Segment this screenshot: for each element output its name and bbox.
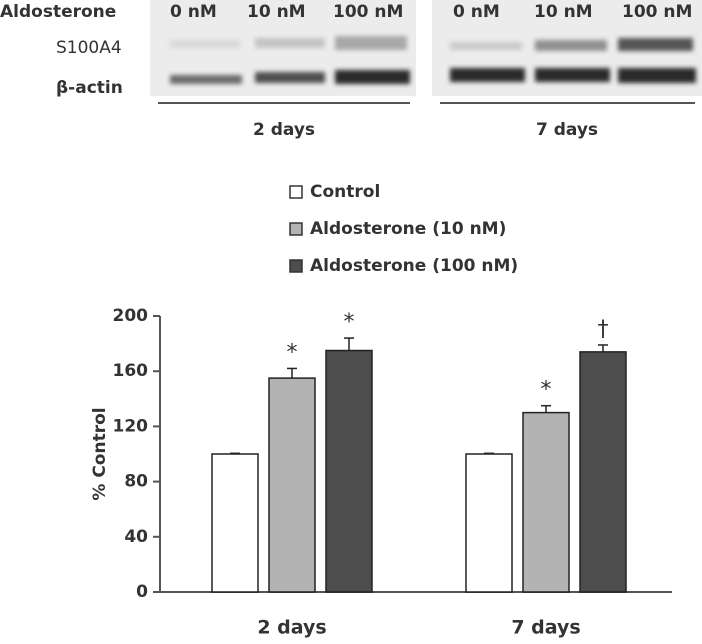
group-label: 2 days (253, 120, 315, 140)
significance-marker: † (598, 317, 609, 342)
blot-treatment: Aldosterone (0, 2, 116, 22)
row-label: S100A4 (56, 38, 122, 58)
y-tick-label: 80 (124, 472, 148, 492)
bar (522, 411, 570, 593)
bar (268, 377, 316, 593)
y-axis-label: % Control (90, 407, 110, 500)
lane-label: 100 nM (622, 2, 692, 22)
legend-label: Aldosterone (10 nM) (310, 219, 506, 239)
legend-label: Aldosterone (100 nM) (310, 256, 518, 276)
significance-marker: * (344, 310, 355, 335)
bar (325, 349, 373, 593)
lane-label: 100 nM (333, 2, 403, 22)
row-label: β-actin (56, 78, 123, 98)
lane-label: 10 nM (534, 2, 593, 22)
bar (465, 453, 513, 593)
y-tick-label: 0 (136, 582, 148, 602)
bar (579, 351, 627, 593)
significance-marker: * (541, 378, 552, 403)
lane-label: 0 nM (453, 2, 500, 22)
legend-swatch (289, 259, 303, 273)
lane-label: 10 nM (247, 2, 306, 22)
bar (211, 453, 259, 593)
legend-swatch (289, 222, 303, 236)
legend-label: Control (310, 182, 380, 202)
x-tick-label: 7 days (511, 617, 580, 639)
x-tick-label: 2 days (257, 617, 326, 639)
y-tick-label: 200 (113, 306, 149, 326)
y-tick-label: 40 (124, 527, 148, 547)
group-label: 7 days (536, 120, 598, 140)
legend-swatch (289, 185, 303, 199)
blot-bands (170, 36, 696, 84)
lane-label: 0 nM (170, 2, 217, 22)
y-tick-label: 160 (113, 361, 149, 381)
y-tick-label: 120 (113, 416, 149, 436)
significance-marker: * (287, 340, 298, 365)
